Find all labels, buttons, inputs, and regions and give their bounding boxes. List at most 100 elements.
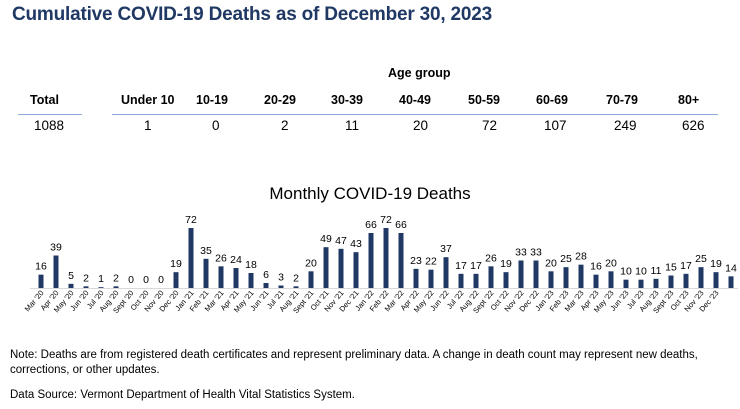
bar — [188, 228, 194, 288]
data-label: 14 — [725, 262, 737, 274]
page-title: Cumulative COVID-19 Deaths as of Decembe… — [12, 4, 492, 25]
bar — [488, 266, 494, 288]
bar — [218, 266, 224, 288]
data-label: 66 — [365, 219, 377, 231]
bar — [233, 268, 239, 288]
bar — [173, 272, 179, 288]
bar — [593, 274, 599, 288]
value-80-plus: 626 — [682, 118, 705, 133]
bar — [608, 271, 614, 288]
footnote: Note: Deaths are from registered death c… — [10, 349, 698, 376]
bar — [503, 272, 509, 288]
data-label: 22 — [425, 256, 437, 268]
table-rule-total — [18, 114, 82, 115]
data-label: 33 — [515, 247, 527, 259]
bar — [248, 273, 254, 288]
bar — [83, 286, 89, 288]
bar — [98, 287, 104, 288]
bar — [563, 267, 569, 288]
data-source: Data Source: Vermont Department of Healt… — [10, 389, 355, 401]
age-group-label: Age group — [388, 66, 451, 80]
data-label: 25 — [695, 253, 707, 265]
bar — [548, 271, 554, 288]
data-label: 43 — [350, 238, 362, 250]
data-label: 18 — [245, 259, 257, 271]
value-40-49: 20 — [413, 118, 429, 133]
bar — [428, 269, 434, 288]
bar — [473, 273, 479, 288]
data-label: 17 — [470, 260, 482, 272]
header-10-19: 10-19 — [196, 93, 228, 107]
bar — [113, 286, 119, 288]
value-30-39: 11 — [345, 118, 360, 133]
bar — [278, 285, 284, 288]
bar — [68, 283, 74, 288]
bar — [413, 268, 419, 288]
bar — [623, 279, 629, 288]
header-60-69: 60-69 — [536, 93, 568, 107]
value-50-59: 72 — [482, 118, 498, 133]
value-total: 1088 — [34, 118, 65, 133]
header-total: Total — [30, 93, 59, 107]
bar — [578, 264, 584, 288]
value-20-29: 2 — [281, 118, 289, 133]
data-label: 49 — [320, 233, 332, 245]
data-label: 23 — [410, 255, 422, 267]
bar — [443, 257, 449, 288]
bar — [203, 258, 209, 288]
data-label: 39 — [50, 242, 62, 254]
data-label: 19 — [170, 258, 182, 270]
bar — [533, 260, 539, 288]
bar — [638, 279, 644, 288]
data-label: 19 — [500, 258, 512, 270]
data-label: 37 — [440, 243, 452, 255]
bar — [668, 275, 674, 288]
data-label: 66 — [395, 219, 407, 231]
header-50-59: 50-59 — [468, 93, 500, 107]
header-30-39: 30-39 — [331, 93, 363, 107]
data-label: 19 — [710, 258, 722, 270]
data-label: 5 — [68, 270, 74, 282]
header-under-10: Under 10 — [121, 93, 175, 107]
bar — [383, 228, 389, 288]
data-label: 0 — [143, 274, 149, 286]
bar — [368, 233, 374, 288]
bar — [308, 271, 314, 288]
data-label: 16 — [35, 261, 47, 273]
data-label: 6 — [263, 269, 269, 281]
data-label: 3 — [278, 272, 284, 284]
bar — [338, 248, 344, 288]
data-label: 20 — [545, 257, 557, 269]
bar — [293, 286, 299, 288]
data-label: 0 — [128, 274, 134, 286]
bar — [323, 247, 329, 288]
data-label: 11 — [651, 265, 662, 277]
value-under-10: 1 — [144, 118, 152, 133]
bar — [653, 278, 659, 288]
data-label: 17 — [680, 260, 692, 272]
data-label: 17 — [455, 260, 467, 272]
bar — [353, 252, 359, 288]
data-label: 16 — [590, 261, 602, 273]
data-label: 2 — [293, 272, 299, 284]
header-20-29: 20-29 — [264, 93, 296, 107]
value-60-69: 107 — [544, 118, 567, 133]
header-40-49: 40-49 — [399, 93, 431, 107]
data-label: 20 — [605, 257, 617, 269]
data-label: 35 — [200, 245, 212, 257]
data-label: 2 — [113, 272, 119, 284]
data-label: 72 — [185, 214, 197, 226]
data-label: 1 — [98, 273, 104, 285]
data-label: 0 — [158, 274, 164, 286]
table-rule-age — [112, 114, 718, 115]
data-label: 47 — [335, 235, 347, 247]
bar — [263, 283, 269, 288]
data-label: 72 — [380, 214, 392, 226]
chart-title: Monthly COVID-19 Deaths — [269, 184, 471, 203]
data-label: 24 — [230, 254, 242, 266]
bar — [53, 255, 59, 288]
data-label: 28 — [575, 251, 587, 263]
bar — [398, 233, 404, 288]
value-70-79: 249 — [614, 118, 637, 133]
data-label: 10 — [620, 266, 632, 278]
